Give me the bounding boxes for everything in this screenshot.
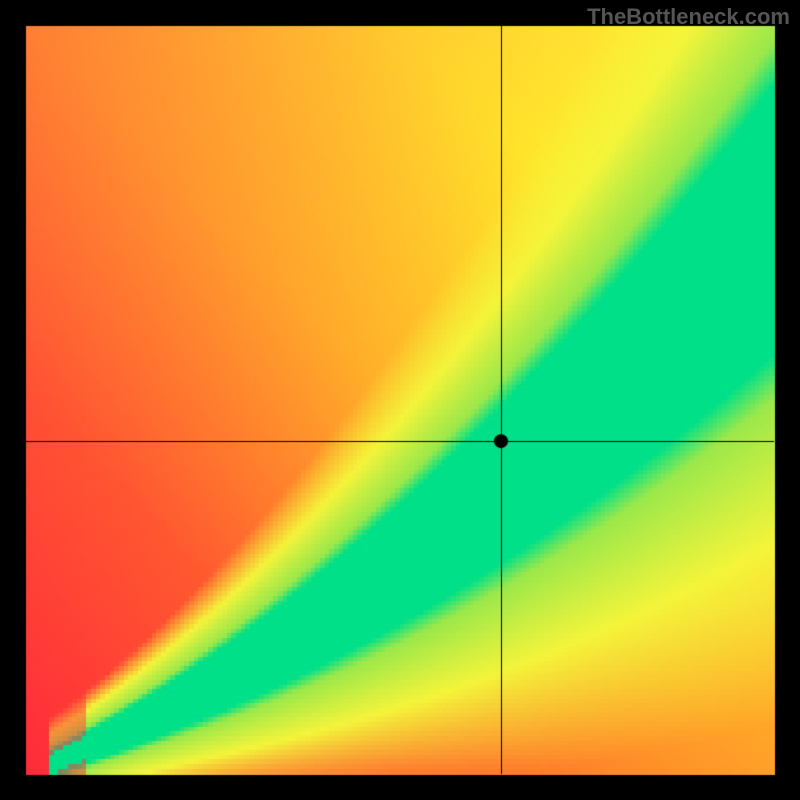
chart-container: TheBottleneck.com	[0, 0, 800, 800]
heatmap-canvas	[0, 0, 800, 800]
watermark-text: TheBottleneck.com	[587, 4, 790, 30]
